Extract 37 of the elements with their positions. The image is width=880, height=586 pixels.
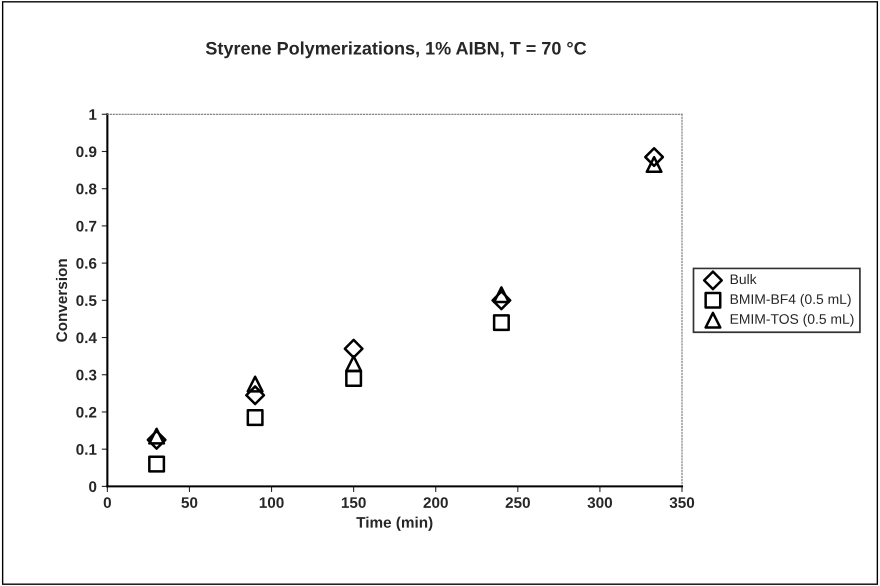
point <box>491 290 512 310</box>
y-tick-label: 0.7 <box>76 220 96 232</box>
y-tick-label: 0.1 <box>76 444 97 455</box>
point <box>646 156 663 174</box>
point <box>246 409 264 426</box>
x-tick-label: 50 <box>181 497 198 508</box>
chart-title: Styrene Polymerizations, 1% AIBN, T = 70 °C <box>206 41 586 58</box>
point <box>345 370 362 387</box>
legend-label: Bulk <box>730 274 757 284</box>
y-tick-label: 0 <box>89 481 96 492</box>
x-tick-label: 300 <box>588 497 612 508</box>
x-tick-label: 100 <box>260 497 284 508</box>
y-tick-label: 0.8 <box>76 184 96 194</box>
point <box>245 385 266 406</box>
y-tick-label: 0.4 <box>76 332 97 344</box>
x-axis-title: Time (min) <box>356 516 432 531</box>
y-tick-label: 0.2 <box>76 406 96 418</box>
point <box>246 376 264 393</box>
y-tick-label: 0.5 <box>76 295 97 306</box>
point <box>492 314 510 332</box>
y-axis-title: Conversion <box>56 259 68 342</box>
legend-label: BMIM-BF4 (0.5 mL) <box>730 294 851 307</box>
x-tick-label: 350 <box>670 497 694 508</box>
x-tick-label: 150 <box>342 497 366 508</box>
x-tick-label: 200 <box>424 497 448 508</box>
y-tick-label: 0.3 <box>76 370 96 380</box>
y-tick-label: 0.6 <box>76 258 96 269</box>
x-tick-label: 250 <box>506 497 530 508</box>
x-tick-label: 0 <box>104 497 111 508</box>
point <box>148 456 166 473</box>
point <box>644 147 664 168</box>
point <box>344 338 364 359</box>
y-tick-label: 1 <box>89 109 97 120</box>
legend-label: EMIM-TOS (0.5 mL) <box>730 314 854 327</box>
y-tick-label: 0.9 <box>76 146 96 158</box>
point <box>345 355 362 372</box>
point <box>146 430 167 450</box>
